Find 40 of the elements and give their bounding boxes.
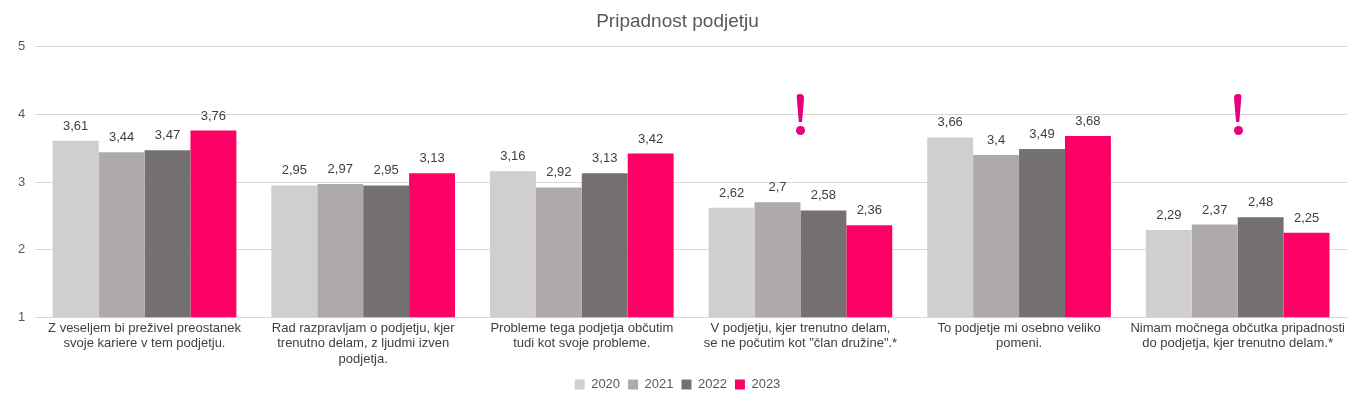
data-label: 3,68 [1075, 113, 1101, 129]
data-label: 2,92 [546, 164, 572, 180]
legend-label: 2021 [644, 376, 674, 392]
data-label: 3,61 [63, 117, 89, 133]
x-tick-label: V podjetju, kjer trenutno delam, se ne počutim kot "član družine".* [703, 319, 898, 351]
data-label: 3,49 [1029, 125, 1055, 141]
data-label: 3,44 [108, 129, 135, 145]
y-tick-label: 1 [18, 308, 26, 324]
data-label: 2,95 [373, 162, 399, 178]
y-tick-label: 4 [18, 105, 26, 121]
chart-title: Pripadnost podjetju [596, 9, 759, 31]
data-label: 2,97 [327, 161, 353, 177]
x-tick-label: Probleme tega podjetja občutim tudi kot svoje probleme. [490, 319, 674, 351]
data-label: 2,25 [1293, 209, 1320, 225]
data-label: 2,29 [1156, 207, 1182, 223]
data-label: 3,47 [154, 127, 181, 143]
data-label: 3,13 [419, 150, 445, 166]
data-label: 3,66 [937, 114, 963, 130]
x-tick-label: Nimam močnega občutka pripadnosti do podjetja, kjer trenutno delam.* [1130, 319, 1346, 351]
data-label: 2,37 [1202, 201, 1228, 217]
data-label: 2,95 [281, 162, 307, 178]
data-label: 3,13 [592, 150, 618, 166]
data-label: 3,76 [200, 107, 227, 123]
data-label: 3,42 [638, 130, 664, 146]
data-label: 2,48 [1247, 194, 1274, 210]
legend-label: 2023 [751, 376, 781, 392]
data-label: 2,36 [856, 202, 882, 218]
y-tick-label: 3 [18, 173, 26, 189]
data-label: 2,58 [810, 187, 837, 203]
x-tick-label: Z veseljem bi preživel preostanek svoje kariere v tem podjetju. [48, 319, 242, 351]
data-label: 3,4 [987, 132, 1006, 148]
y-tick-label: 5 [18, 38, 26, 54]
x-tick-label: Rad razpravljam o podjetju, kjer trenutno delam, z ljudmi izven podjetja. [271, 319, 456, 366]
data-label: 2,62 [718, 184, 745, 200]
data-label: 3,16 [500, 148, 526, 164]
legend-label: 2022 [698, 376, 727, 392]
data-label: 2,7 [768, 179, 787, 195]
legend-label: 2020 [591, 376, 621, 392]
y-tick-label: 2 [18, 241, 26, 257]
x-tick-label: To podjetje mi osebno veliko pomeni. [937, 319, 1101, 351]
